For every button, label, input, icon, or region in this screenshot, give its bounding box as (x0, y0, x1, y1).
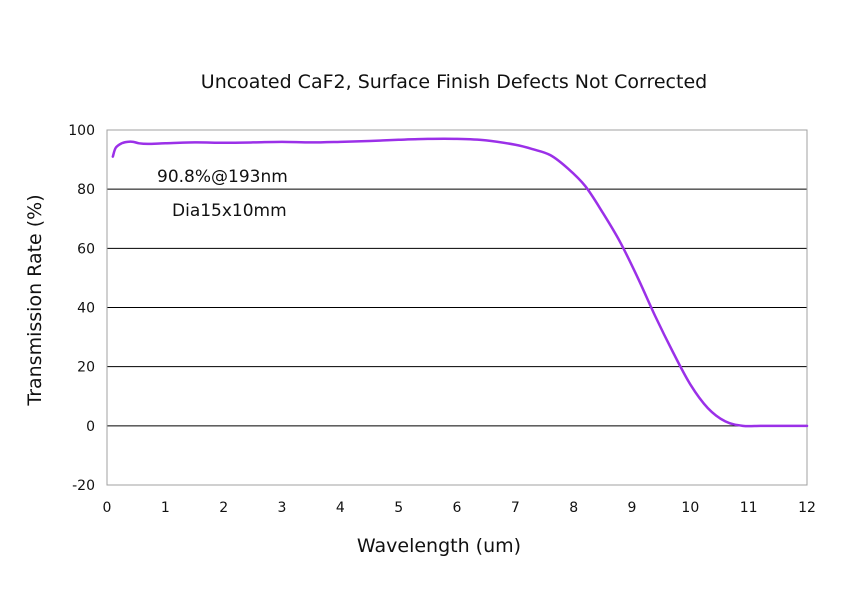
y-tick-label: 100 (68, 123, 95, 139)
x-tick-label: 4 (336, 500, 345, 516)
x-tick-label: 5 (394, 500, 403, 516)
y-tick-label: -20 (72, 478, 95, 494)
x-tick-label: 8 (569, 500, 578, 516)
y-tick-label: 20 (77, 360, 95, 376)
chart-title: Uncoated CaF2, Surface Finish Defects No… (201, 71, 707, 93)
y-tick-label: 0 (86, 419, 95, 435)
x-tick-label: 10 (681, 500, 699, 516)
series-layer (111, 137, 809, 428)
x-tick-label: 12 (798, 500, 816, 516)
y-tick-labels: -20 0 20 40 60 80 100 (68, 123, 95, 494)
x-tick-label: 11 (740, 500, 758, 516)
x-tick-label: 3 (278, 500, 287, 516)
x-tick-label: 9 (628, 500, 637, 516)
x-tick-label: 7 (511, 500, 520, 516)
y-tick-label: 60 (77, 241, 95, 257)
y-axis-label: Transmission Rate (%) (24, 194, 46, 406)
x-tick-label: 0 (103, 500, 112, 516)
annotation-transmission: 90.8%@193nm (157, 167, 288, 187)
annotation-dimensions: Dia15x10mm (172, 201, 287, 221)
plot-area-frame (106, 129, 808, 486)
y-tick-label: 40 (77, 301, 95, 317)
series-line-0 (111, 137, 809, 428)
gridlines (107, 188, 807, 427)
x-tick-label: 1 (161, 500, 170, 516)
x-axis-label: Wavelength (um) (357, 535, 521, 557)
x-tick-labels: 0 1 2 3 4 5 6 7 8 9 10 11 12 (103, 500, 816, 516)
y-tick-label: 80 (77, 182, 95, 198)
x-tick-label: 6 (453, 500, 462, 516)
x-tick-label: 2 (219, 500, 228, 516)
